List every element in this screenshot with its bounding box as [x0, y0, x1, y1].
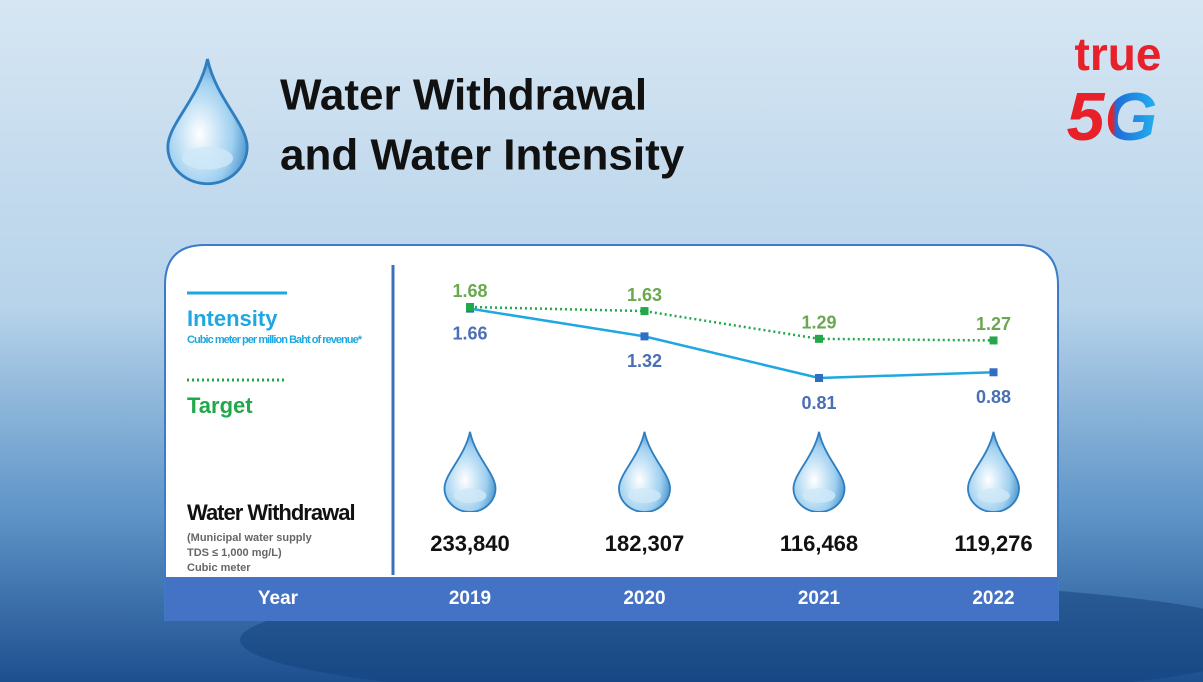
- legend-note: Cubic meter per million Baht of revenue*: [187, 334, 363, 346]
- legend-label: Intensity: [187, 306, 278, 331]
- point: [815, 374, 823, 382]
- year-label: 2021: [798, 588, 841, 609]
- point: [815, 335, 823, 343]
- withdrawal-note: TDS ≤ 1,000 mg/L): [187, 547, 282, 559]
- data-label: 1.68: [452, 281, 487, 301]
- point: [466, 303, 474, 311]
- withdrawal-note: (Municipal water supply: [187, 532, 313, 544]
- data-label: 1.29: [801, 313, 836, 333]
- withdrawal-value: 116,468: [780, 531, 858, 556]
- year-label: 2019: [449, 588, 491, 609]
- data-label: 1.32: [627, 351, 662, 371]
- point: [990, 336, 998, 344]
- withdrawal-value: 182,307: [605, 531, 685, 556]
- logo-true: true: [1075, 28, 1162, 80]
- legend-label: Target: [187, 393, 253, 418]
- point: [990, 368, 998, 376]
- data-label: 0.81: [801, 393, 836, 413]
- axis-label: Year: [258, 588, 299, 609]
- infographic: Water Withdrawal and Water Intensity tru…: [0, 0, 1203, 682]
- point: [641, 332, 649, 340]
- data-label: 0.88: [976, 387, 1011, 407]
- data-label: 1.27: [976, 314, 1011, 334]
- data-label: 1.63: [627, 285, 662, 305]
- withdrawal-value: 233,840: [430, 531, 510, 556]
- year-bar: [165, 577, 1058, 621]
- logo-5g: 5G: [1067, 79, 1158, 155]
- data-label: 1.66: [452, 323, 487, 343]
- withdrawal-note: Cubic meter: [187, 562, 251, 574]
- year-label: 2020: [623, 588, 665, 609]
- withdrawal-title: Water Withdrawal: [187, 500, 355, 525]
- page: Water Withdrawal and Water Intensity tru…: [0, 0, 1203, 682]
- card: [165, 245, 1058, 620]
- title-line: Water Withdrawal: [280, 71, 647, 120]
- withdrawal-value: 119,276: [954, 531, 1032, 556]
- point: [641, 307, 649, 315]
- title-line: and Water Intensity: [280, 131, 685, 180]
- year-label: 2022: [972, 588, 1014, 609]
